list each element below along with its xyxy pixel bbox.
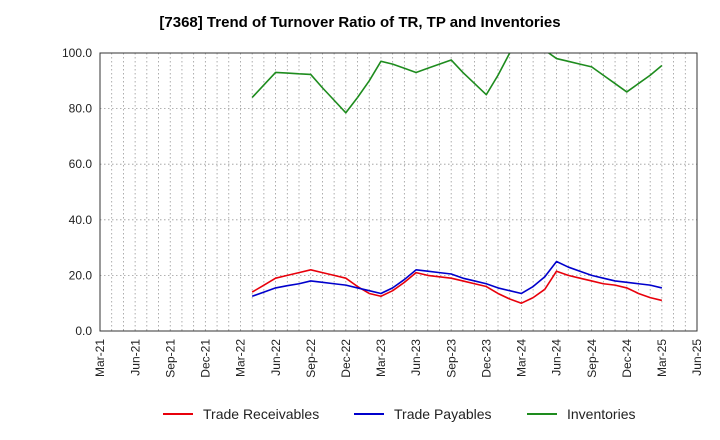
x-tick-label: Jun-23 <box>409 339 423 376</box>
series-line-trade-payables <box>251 260 663 298</box>
y-axis-ticks: 0.0 20.0 40.0 60.0 80.0 100.0 <box>62 46 92 338</box>
plot-area <box>100 53 697 331</box>
chart-title: [7368] Trend of Turnover Ratio of TR, TP… <box>159 14 561 31</box>
x-tick-label: Jun-24 <box>550 339 564 376</box>
y-tick-label: 100.0 <box>62 46 92 60</box>
x-tick-label: Dec-23 <box>479 339 493 378</box>
legend-label-inventories: Inventories <box>567 406 635 422</box>
x-tick-label: Mar-24 <box>515 339 529 377</box>
x-tick-label: Mar-25 <box>655 339 669 377</box>
plot-border <box>99 52 698 332</box>
x-tick-label: Dec-24 <box>620 339 634 378</box>
x-tick-label: Mar-21 <box>93 339 107 377</box>
series-line-inventories <box>251 53 663 114</box>
x-tick-label: Sep-23 <box>444 339 458 378</box>
x-tick-label: Mar-23 <box>374 339 388 377</box>
x-tick-label: Jun-25 <box>690 339 704 376</box>
x-tick-label: Sep-24 <box>585 339 599 378</box>
y-tick-label: 80.0 <box>69 102 93 116</box>
series-layer <box>251 53 663 305</box>
y-tick-label: 0.0 <box>75 324 92 338</box>
x-tick-label: Mar-22 <box>234 339 248 377</box>
grid-lines <box>100 53 697 331</box>
x-tick-label: Jun-22 <box>269 339 283 376</box>
x-tick-label: Dec-21 <box>199 339 213 378</box>
legend-label-trade-receivables: Trade Receivables <box>203 406 319 422</box>
x-axis-ticks: Mar-21 Jun-21 Sep-21 Dec-21 Mar-22 Jun-22 Sep-… <box>93 339 704 378</box>
y-tick-label: 40.0 <box>69 213 93 227</box>
y-tick-label: 20.0 <box>69 268 93 282</box>
x-tick-label: Sep-21 <box>163 339 177 378</box>
x-tick-label: Dec-22 <box>339 339 353 378</box>
legend: Trade Receivables Trade Payables Inventori… <box>163 406 635 422</box>
x-tick-label: Sep-22 <box>304 339 318 378</box>
legend-label-trade-payables: Trade Payables <box>394 406 492 422</box>
x-tick-label: Jun-21 <box>128 339 142 376</box>
series-line-trade-receivables <box>251 269 663 305</box>
y-tick-label: 60.0 <box>69 157 93 171</box>
